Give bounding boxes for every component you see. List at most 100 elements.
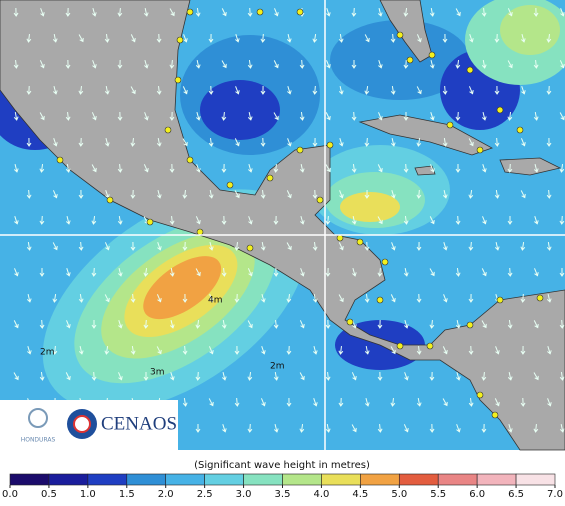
wave-arrow: [455, 59, 461, 69]
wave-arrow: [416, 34, 422, 43]
wave-arrow: [403, 59, 409, 69]
wave-arrow: [286, 190, 292, 199]
field: [143, 256, 222, 320]
wave-arrow: [442, 137, 448, 147]
station-dot: [406, 56, 414, 64]
wave-arrow: [352, 268, 357, 277]
wave-arrow: [507, 8, 513, 17]
wave-arrow: [520, 138, 526, 147]
wave-arrow: [274, 8, 279, 17]
wave-arrow: [559, 268, 565, 277]
wave-arrow: [456, 372, 461, 381]
wave-arrow: [39, 268, 45, 277]
wave-arrow: [78, 85, 84, 95]
wave-arrow: [143, 164, 149, 173]
station-dot: [536, 294, 544, 302]
wave-arrow: [325, 423, 331, 433]
station-dot: [296, 146, 304, 154]
wave-arrow: [91, 215, 97, 225]
wave-arrow: [378, 112, 383, 121]
wave-arrow: [169, 163, 175, 173]
wave-arrow: [117, 267, 123, 277]
wave-arrow: [247, 111, 253, 121]
wave-arrow: [273, 215, 279, 225]
wave-arrow: [351, 60, 357, 69]
wave-arrow: [117, 111, 123, 121]
wave-arrow: [260, 85, 266, 95]
wave-arrow: [468, 189, 474, 199]
colorbar-tick-label: 0.5: [41, 489, 57, 500]
wave-arrow: [260, 33, 266, 43]
wave-arrow: [13, 7, 19, 17]
wave-arrow: [481, 59, 487, 69]
wave-arrow: [247, 7, 253, 17]
wave-arrow: [377, 7, 383, 17]
contour-label: 4m: [208, 296, 223, 306]
wave-arrow: [313, 398, 318, 407]
wave-arrow: [143, 267, 149, 277]
wave-arrow: [404, 320, 409, 329]
wave-arrow: [104, 345, 110, 355]
wave-arrow: [169, 215, 175, 225]
wave-arrow: [182, 138, 188, 147]
wave-arrow: [377, 319, 383, 329]
wave-arrow: [78, 241, 84, 251]
wave-arrow: [260, 294, 266, 303]
wave-arrow: [533, 111, 539, 121]
wave-arrow: [273, 319, 279, 329]
wave-arrow: [312, 293, 318, 303]
station-dot: [246, 244, 254, 252]
wave-arrow: [117, 215, 123, 225]
wave-arrow: [377, 216, 383, 225]
wave-arrow: [247, 268, 253, 277]
wave-arrow: [312, 189, 318, 199]
wave-arrow: [326, 60, 331, 69]
wave-arrow: [65, 59, 71, 69]
wave-arrow: [195, 7, 201, 17]
wave-arrow: [169, 59, 175, 69]
wave-arrow: [521, 86, 526, 95]
wave-arrow: [312, 85, 318, 95]
colorbar-segment: [437, 473, 478, 486]
wave-arrow: [429, 319, 435, 329]
wave-arrow: [260, 137, 266, 147]
wave-arrow: [391, 190, 396, 199]
wave-arrow: [443, 242, 448, 251]
station-dot: [226, 181, 234, 189]
wave-arrow: [130, 137, 136, 147]
wave-arrow: [507, 371, 513, 381]
wave-arrow: [429, 423, 435, 433]
station-dot: [316, 196, 324, 204]
wave-arrow: [143, 7, 149, 17]
wave-arrow: [351, 163, 357, 173]
wave-arrow: [546, 241, 552, 251]
hispaniola: [499, 157, 562, 176]
colorbar-tick-label: 1.5: [119, 489, 135, 500]
wave-arrow: [416, 293, 422, 303]
wave-arrow: [92, 8, 97, 17]
field: [340, 192, 400, 222]
colorbar-tick-label: 5.5: [430, 489, 446, 500]
wave-arrow: [546, 189, 552, 199]
wave-arrow: [92, 60, 97, 69]
wave-arrow: [130, 189, 136, 199]
wave-arrow: [351, 7, 357, 17]
field: [500, 5, 560, 55]
wave-arrow: [338, 33, 344, 43]
wave-arrow: [286, 293, 292, 303]
colorbar-segment: [515, 473, 556, 486]
wave-arrow: [390, 397, 396, 407]
wave-arrow: [247, 320, 253, 329]
wave-arrow: [364, 34, 370, 43]
wave-arrow: [482, 216, 487, 225]
wave-arrow: [52, 293, 58, 303]
wave-arrow: [390, 346, 396, 355]
wave-arrow: [52, 33, 58, 43]
wave-arrow: [377, 267, 383, 277]
wave-arrow: [286, 345, 292, 355]
wave-arrow: [390, 137, 396, 147]
station-dot: [326, 141, 334, 149]
wave-arrow: [13, 372, 19, 381]
wave-arrow: [442, 85, 448, 95]
wave-arrow: [130, 241, 136, 251]
